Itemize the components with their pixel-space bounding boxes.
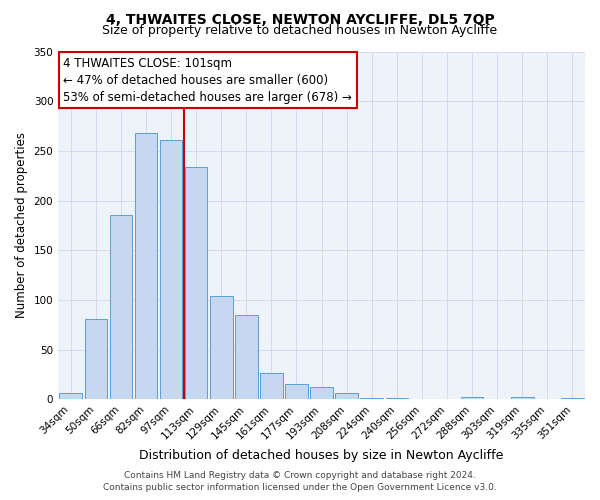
Bar — [134, 133, 157, 400]
Bar — [285, 384, 308, 400]
Bar — [210, 296, 233, 400]
Bar — [185, 167, 208, 400]
Bar — [59, 394, 82, 400]
Bar — [235, 315, 257, 400]
Bar — [461, 398, 484, 400]
Bar — [335, 394, 358, 400]
Text: Contains HM Land Registry data © Crown copyright and database right 2024.
Contai: Contains HM Land Registry data © Crown c… — [103, 471, 497, 492]
Bar — [260, 372, 283, 400]
Text: 4 THWAITES CLOSE: 101sqm
← 47% of detached houses are smaller (600)
53% of semi-: 4 THWAITES CLOSE: 101sqm ← 47% of detach… — [64, 56, 352, 104]
Bar — [561, 398, 584, 400]
Bar — [511, 398, 533, 400]
Y-axis label: Number of detached properties: Number of detached properties — [15, 132, 28, 318]
Bar — [361, 398, 383, 400]
Bar — [85, 319, 107, 400]
Bar — [110, 214, 132, 400]
Bar — [386, 398, 408, 400]
Bar — [310, 386, 333, 400]
Text: Size of property relative to detached houses in Newton Aycliffe: Size of property relative to detached ho… — [103, 24, 497, 37]
Bar — [160, 140, 182, 400]
Text: 4, THWAITES CLOSE, NEWTON AYCLIFFE, DL5 7QP: 4, THWAITES CLOSE, NEWTON AYCLIFFE, DL5 … — [106, 12, 494, 26]
X-axis label: Distribution of detached houses by size in Newton Aycliffe: Distribution of detached houses by size … — [139, 450, 504, 462]
